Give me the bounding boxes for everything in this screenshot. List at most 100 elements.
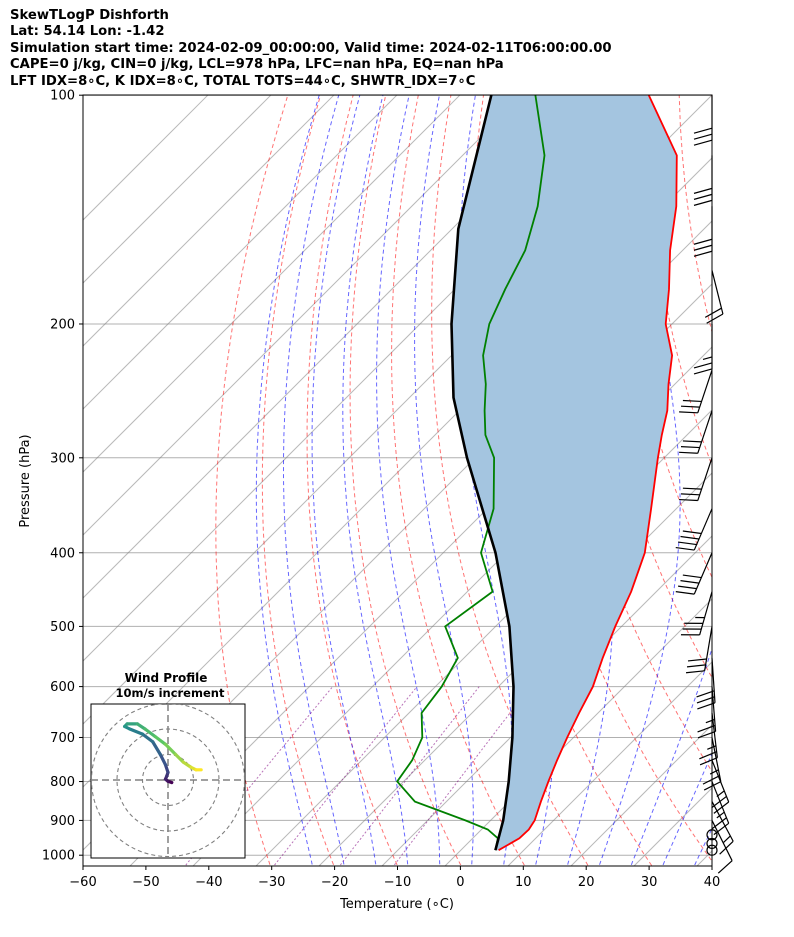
barb-shaft bbox=[693, 552, 713, 595]
isotherm-line bbox=[696, 850, 712, 866]
barb-shaft bbox=[704, 626, 713, 671]
moist-adiabat-line bbox=[723, 95, 794, 871]
moist-adiabat-line bbox=[342, 95, 409, 866]
wind-barb bbox=[693, 155, 713, 206]
barb-full bbox=[693, 139, 713, 146]
barb-full bbox=[675, 591, 695, 595]
y-tick-label: 400 bbox=[50, 546, 75, 561]
y-axis-label: Pressure (hPa) bbox=[18, 434, 33, 527]
moist-adiabat-line bbox=[283, 95, 345, 866]
cape-shaded-area bbox=[451, 95, 677, 851]
isotherm-line bbox=[83, 95, 587, 599]
barb-full bbox=[687, 658, 707, 662]
hodograph-plot bbox=[91, 704, 245, 858]
barb-full bbox=[680, 405, 700, 408]
wind-barb bbox=[679, 410, 713, 454]
barb-full bbox=[682, 399, 702, 403]
hodograph-segment bbox=[143, 727, 157, 739]
wind-barb bbox=[679, 457, 713, 502]
barb-full bbox=[678, 585, 697, 590]
mixing-ratio-line bbox=[338, 686, 480, 866]
barb-half bbox=[702, 356, 713, 361]
isotherm-line bbox=[83, 95, 272, 284]
barb-half bbox=[707, 745, 717, 750]
barb-full bbox=[693, 193, 713, 200]
wind-barb bbox=[680, 591, 713, 636]
barb-full bbox=[682, 530, 702, 535]
barb-full bbox=[711, 817, 727, 830]
dry-adiabat-line bbox=[391, 95, 526, 866]
x-tick-label: −10 bbox=[384, 875, 411, 890]
y-tick-label: 200 bbox=[50, 317, 75, 332]
dry-adiabat-line bbox=[777, 95, 794, 871]
barb-full bbox=[704, 307, 722, 318]
dry-adiabat-line bbox=[646, 95, 712, 468]
barb-full bbox=[680, 493, 700, 496]
x-tick-label: −40 bbox=[195, 875, 222, 890]
wind-barb bbox=[685, 626, 713, 674]
dry-adiabat-line bbox=[678, 95, 712, 334]
barb-full bbox=[675, 546, 695, 551]
wind-barb bbox=[693, 206, 713, 257]
calm-wind-circle bbox=[706, 829, 718, 841]
barb-full bbox=[697, 702, 716, 710]
dewpoint-line bbox=[396, 95, 546, 851]
moist-adiabat-line bbox=[662, 752, 712, 866]
isotherm-line bbox=[507, 661, 712, 866]
mixing-ratio-line bbox=[184, 686, 334, 866]
barb-half bbox=[705, 718, 715, 724]
barb-shaft bbox=[697, 457, 713, 501]
hodograph-title: Wind Profile bbox=[125, 671, 208, 685]
y-tick-label: 800 bbox=[50, 775, 75, 790]
moist-adiabat-line bbox=[414, 95, 474, 866]
barb-full bbox=[680, 580, 700, 584]
moist-adiabat-line bbox=[311, 95, 377, 866]
x-tick-label: 10 bbox=[515, 875, 532, 890]
hodograph-segment bbox=[158, 752, 168, 767]
temperature-line bbox=[498, 95, 678, 851]
wind-barb bbox=[711, 781, 730, 836]
isotherm-line bbox=[318, 472, 712, 866]
x-tick-label: 20 bbox=[578, 875, 595, 890]
dry-adiabat-line bbox=[349, 95, 462, 866]
barb-shaft bbox=[697, 410, 713, 454]
dry-adiabat-line bbox=[261, 95, 335, 866]
barb-full bbox=[693, 368, 713, 375]
barb-full bbox=[699, 757, 718, 766]
x-axis-label: Temperature (∘C) bbox=[339, 897, 454, 912]
chart-header: SkewTLogP Dishforth Lat: 54.14 Lon: -1.4… bbox=[10, 8, 612, 90]
index-params: LFT IDX=8∘C, K IDX=8∘C, TOTAL TOTS=44∘C,… bbox=[10, 73, 476, 89]
barb-full bbox=[680, 535, 700, 540]
x-tick-label: −60 bbox=[69, 875, 96, 890]
dry-adiabat-line bbox=[507, 95, 712, 862]
wind-barb bbox=[675, 508, 713, 551]
barb-shaft bbox=[699, 591, 713, 636]
x-tick-label: 40 bbox=[704, 875, 721, 890]
barb-shaft bbox=[697, 369, 713, 413]
wind-barb bbox=[693, 95, 713, 146]
axes: −60 −50 −40 −30 −20 −10 0 10 20 30 40 100 200 300 400 5… bbox=[42, 89, 720, 890]
station-location: Lat: 54.14 Lon: -1.42 bbox=[10, 24, 165, 40]
barb-half bbox=[716, 811, 725, 819]
isotherm-line bbox=[83, 95, 524, 536]
stability-params: CAPE=0 j/kg, CIN=0 j/kg, LCL=978 hPa, LF… bbox=[10, 57, 504, 73]
x-tick-label: 0 bbox=[456, 875, 464, 890]
isotherm-line bbox=[83, 95, 398, 410]
y-tick-label: 1000 bbox=[42, 849, 75, 864]
barb-shaft bbox=[711, 737, 722, 782]
barb-full bbox=[680, 446, 700, 449]
wind-barb bbox=[693, 323, 713, 375]
barb-shaft bbox=[693, 508, 713, 551]
barb-half bbox=[709, 769, 719, 775]
barb-shaft bbox=[711, 657, 716, 703]
station-title: SkewTLogP Dishforth bbox=[10, 8, 169, 23]
barb-full bbox=[685, 670, 705, 674]
hodograph-segment bbox=[128, 727, 145, 736]
barb-full bbox=[693, 199, 713, 206]
barb-full bbox=[706, 313, 724, 324]
wind-barb bbox=[704, 270, 724, 324]
barb-full bbox=[702, 775, 720, 785]
barb-shaft bbox=[711, 820, 733, 861]
barb-full bbox=[678, 541, 697, 546]
